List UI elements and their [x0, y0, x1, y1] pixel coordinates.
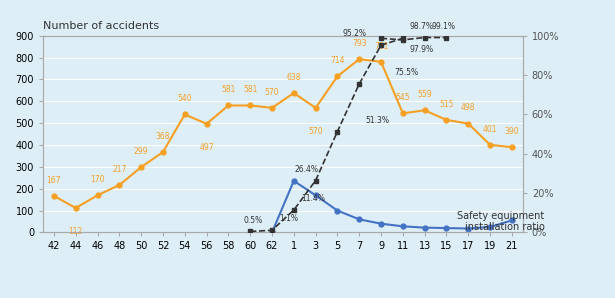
Text: 793: 793: [352, 39, 367, 48]
Text: 401: 401: [483, 125, 498, 134]
Text: 498: 498: [461, 103, 475, 113]
Text: 97.9%: 97.9%: [410, 45, 434, 54]
Text: 1.1%: 1.1%: [279, 214, 298, 223]
Text: 559: 559: [418, 90, 432, 99]
Text: 545: 545: [395, 93, 410, 102]
Text: 570: 570: [308, 127, 323, 136]
Text: 581: 581: [221, 85, 236, 94]
Text: 540: 540: [178, 94, 192, 103]
Text: 570: 570: [264, 88, 279, 97]
Text: 781: 781: [374, 42, 388, 51]
Text: Safety equipment
installation ratio: Safety equipment installation ratio: [458, 211, 544, 232]
Text: 170: 170: [90, 175, 105, 184]
Text: 75.5%: 75.5%: [394, 68, 418, 77]
Text: 390: 390: [504, 127, 519, 136]
Text: 299: 299: [134, 147, 148, 156]
Text: 515: 515: [439, 100, 454, 109]
Text: 112: 112: [69, 227, 83, 236]
Text: 11.4%: 11.4%: [301, 194, 325, 203]
Text: 98.7%: 98.7%: [410, 22, 434, 31]
Text: 217: 217: [112, 165, 127, 174]
Text: 167: 167: [47, 176, 62, 185]
Text: 368: 368: [156, 132, 170, 141]
Text: 638: 638: [287, 73, 301, 82]
Text: 714: 714: [330, 56, 344, 65]
Text: Number of accidents: Number of accidents: [43, 21, 159, 31]
Text: 581: 581: [243, 85, 258, 94]
Text: 26.4%: 26.4%: [295, 164, 319, 173]
Text: 51.3%: 51.3%: [365, 116, 389, 125]
Text: 0.5%: 0.5%: [244, 215, 263, 224]
Text: 497: 497: [199, 143, 214, 152]
Text: 95.2%: 95.2%: [342, 29, 366, 38]
Text: 99.1%: 99.1%: [432, 21, 456, 31]
